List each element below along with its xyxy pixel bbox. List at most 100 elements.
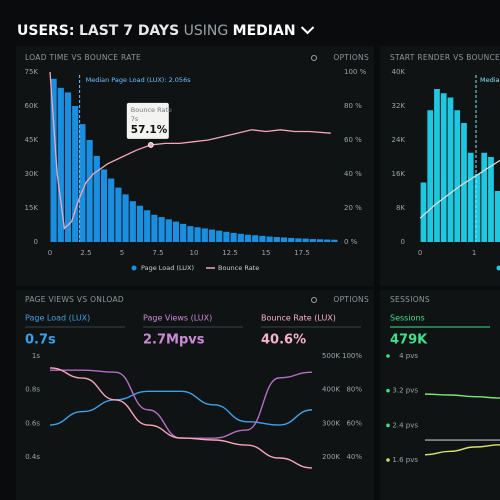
y2-tick-label: 400K	[322, 386, 340, 394]
y3-tick-label: 40%	[346, 453, 362, 461]
y-tick-label: 32K	[392, 102, 406, 110]
options-button[interactable]: OPTIONS	[333, 53, 369, 62]
histogram-bar	[280, 237, 288, 242]
tick-dot	[386, 458, 390, 462]
panel-title: SESSIONS	[390, 295, 430, 304]
tooltip-dot	[147, 142, 154, 148]
metric-label: Bounce Rate (LUX)	[261, 314, 336, 323]
histogram-bar	[295, 238, 302, 242]
x-tick-label: 17.5	[294, 249, 310, 257]
histogram-bar	[447, 97, 454, 242]
y-tick-label: 0.6s	[25, 419, 40, 427]
histogram-bar	[266, 236, 273, 242]
histogram-bar	[129, 201, 136, 242]
histogram-bar	[461, 123, 467, 242]
tooltip-title: Bounce Rate	[131, 106, 172, 114]
histogram-bar	[57, 87, 64, 242]
tooltip-box	[126, 102, 169, 139]
histogram-bar	[50, 78, 57, 242]
histogram-bar	[108, 178, 115, 242]
histogram-bar	[201, 228, 208, 242]
dropdown-chevron[interactable]	[300, 26, 315, 35]
legend-label: Page Load (LUX)	[141, 264, 194, 272]
histogram-bar	[324, 239, 331, 242]
header-part: MEDIAN	[233, 23, 296, 39]
x-tick-label: 10	[190, 249, 199, 257]
x-tick-label: 2.5	[80, 249, 91, 257]
options-icon[interactable]	[311, 297, 317, 303]
tick-dot	[386, 388, 390, 393]
x-tick-label: 0	[418, 249, 422, 257]
histogram-bar	[136, 205, 144, 242]
metric-value: 0.7s	[25, 333, 56, 348]
histogram-bar	[481, 152, 488, 242]
histogram-bar	[454, 110, 461, 242]
x-tick-label: 5	[120, 249, 124, 257]
histogram-bar	[144, 210, 151, 242]
histogram-bar	[331, 239, 338, 242]
legend-label: Bounce Rate	[218, 264, 259, 272]
histogram-bar	[440, 93, 447, 242]
histogram-bar	[302, 238, 309, 242]
histogram-bar	[230, 232, 237, 242]
series-line	[424, 393, 500, 399]
y2-tick-label: 40 %	[344, 170, 362, 178]
histogram-bar	[158, 217, 165, 242]
y-tick-label: 75K	[25, 68, 39, 76]
y-tick-label: 0.4s	[25, 453, 40, 461]
histogram-bar	[172, 221, 180, 242]
series-line	[49, 390, 313, 426]
options-button[interactable]: OPTIONS	[333, 295, 369, 304]
y-tick-label: 0	[401, 238, 405, 246]
metric-value: 2.7Mpvs	[143, 333, 205, 348]
y-tick-label: 24K	[392, 136, 406, 144]
header-part: LAST 7 DAYS	[79, 23, 179, 39]
tick-dot	[386, 354, 390, 358]
histogram-bar	[316, 239, 324, 242]
metric-value: 479K	[390, 333, 428, 348]
histogram-bar	[100, 169, 108, 242]
panel-title: START RENDER VS BOUNCE RATE	[390, 53, 500, 62]
histogram-bar	[288, 237, 295, 242]
panel	[380, 46, 500, 286]
y-tick-label: 2.4 pvs	[392, 421, 418, 429]
histogram-bar	[180, 223, 187, 242]
y-tick-label: 0.8s	[25, 386, 40, 394]
histogram-bar	[187, 226, 194, 242]
series-line	[424, 444, 500, 456]
panel-title: LOAD TIME VS BOUNCE RATE	[25, 53, 141, 62]
tooltip-x: 7s	[131, 115, 139, 123]
histogram-bar	[223, 231, 230, 242]
y-tick-label: 4 pvs	[399, 352, 418, 360]
histogram-bar	[434, 89, 440, 242]
y-tick-label: 15K	[25, 204, 39, 212]
y-tick-label: 1s	[32, 352, 40, 360]
legend-swatch	[131, 265, 137, 271]
series-line	[49, 367, 313, 469]
histogram-bar	[208, 229, 216, 242]
tooltip-value: 57.1%	[131, 124, 168, 136]
histogram-bar	[467, 152, 474, 242]
histogram-bar	[259, 235, 266, 242]
y3-tick-label: 80%	[346, 386, 362, 394]
histogram-bar	[494, 191, 500, 242]
histogram-bar	[93, 155, 100, 242]
header-title[interactable]: USERS: LAST 7 DAYS USING MEDIAN	[17, 23, 296, 39]
median-label: Median Page Load (LUX): 2.056s	[86, 76, 192, 84]
header-part: USING	[184, 23, 229, 39]
y2-tick-label: 20 %	[344, 204, 362, 212]
y-tick-label: 16K	[392, 170, 406, 178]
x-tick-label: 7.5	[152, 249, 163, 257]
y-tick-label: 8K	[396, 204, 405, 212]
y2-tick-label: 0 %	[344, 238, 358, 246]
histogram-bar	[488, 157, 494, 242]
y-tick-label: 0	[34, 238, 38, 246]
y3-tick-label: 60%	[346, 419, 362, 427]
metric-label: Page Views (LUX)	[143, 314, 212, 323]
options-icon[interactable]	[311, 55, 317, 61]
x-tick-label: 1	[472, 249, 476, 257]
histogram-bar	[237, 233, 244, 242]
histogram-bar	[427, 110, 434, 242]
median-label: Median	[480, 76, 500, 84]
